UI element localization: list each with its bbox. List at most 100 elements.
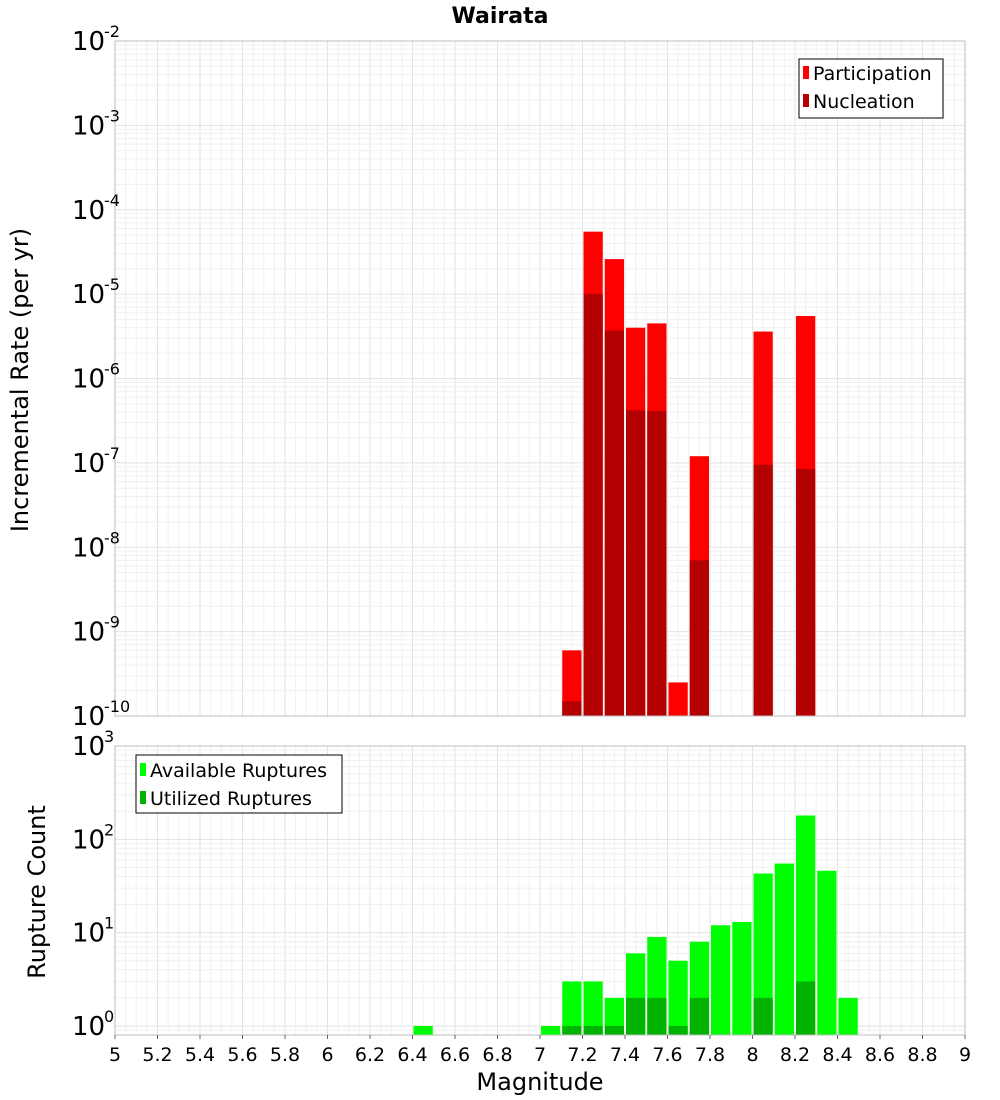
y-tick-exponent: -5 [104,275,120,294]
x-tick-label: 7 [534,1044,546,1066]
top-bar-participation [668,682,688,716]
y-tick-label: 10 [72,449,105,479]
x-tick-label: 7.6 [652,1044,682,1066]
y-tick-label: 10 [72,702,105,732]
x-tick-label: 6.2 [355,1044,385,1066]
legend-label-participation: Participation [813,63,932,85]
x-tick-label: 7.4 [610,1044,640,1066]
y-tick-exponent: 1 [104,914,114,933]
top-panel-bars [562,231,816,716]
y-tick-label: 10 [72,732,105,762]
x-tick-label: 5.6 [227,1044,257,1066]
x-tick-label: 8.4 [822,1044,852,1066]
top-bar-nucleation [604,330,624,716]
x-tick-label: 9 [959,1044,971,1066]
x-tick-label: 5.4 [185,1044,215,1066]
top-bar-nucleation [689,560,709,716]
bottom-bar-utilized-ruptures [753,997,773,1035]
y-tick-exponent: -2 [104,22,120,41]
legend-label-utilized-ruptures: Utilized Ruptures [150,788,312,810]
y-tick-label: 10 [72,825,105,855]
bottom-bar-available-ruptures [711,925,731,1035]
legend-label-nucleation: Nucleation [813,91,915,113]
legend-swatch-utilized-ruptures [140,791,146,804]
bottom-bar-available-ruptures [774,863,794,1035]
x-tick-label: 7.8 [695,1044,725,1066]
y-tick-label: 10 [72,196,105,226]
bottom-bar-available-ruptures [668,960,688,1035]
y-tick-exponent: -6 [104,360,120,379]
top-bar-nucleation [647,411,667,716]
legend-box [135,754,343,814]
y-tick-label: 10 [72,280,105,310]
bottom-panel-y-axis-label: Rupture Count [23,805,51,979]
y-tick-exponent: 3 [104,727,114,746]
bottom-bar-utilized-ruptures [583,1025,603,1035]
x-tick-label: 6.6 [440,1044,470,1066]
legend-swatch-available-ruptures [140,763,146,776]
bottom-bar-available-ruptures [838,997,858,1035]
x-tick-label: 6.8 [482,1044,512,1066]
legend-swatch-nucleation [803,94,809,107]
x-tick-label: 8.2 [780,1044,810,1066]
y-tick-label: 10 [72,533,105,563]
bottom-panel-bars [413,815,858,1035]
x-tick-label: 5.8 [270,1044,300,1066]
bottom-bar-utilized-ruptures [562,1025,582,1035]
bottom-bar-available-ruptures [541,1025,561,1035]
y-tick-label: 10 [72,111,105,141]
bottom-bar-utilized-ruptures [626,997,646,1035]
bottom-bar-utilized-ruptures [604,1025,624,1035]
bottom-bar-utilized-ruptures [796,981,816,1035]
chart-title: Wairata [452,4,549,29]
y-tick-label: 10 [72,618,105,648]
top-bar-nucleation [796,468,816,716]
x-tick-label: 7.2 [567,1044,597,1066]
x-axis-label: Magnitude [476,1068,603,1096]
x-tick-label: 6.4 [397,1044,427,1066]
bottom-bar-available-ruptures [817,870,837,1035]
top-bar-nucleation [626,410,646,716]
y-tick-label: 10 [72,27,105,57]
bottom-panel-x-ticks: 5 5.2 5.4 5.6 5.8 6 6.2 6.4 6.6 6.8 7 7.2 7.4 7.6 7.8 8… [109,1035,971,1066]
x-tick-label: 6 [321,1044,333,1066]
bottom-bar-utilized-ruptures [689,997,709,1035]
y-tick-exponent: -4 [104,191,120,210]
top-panel-y-axis-label: Incremental Rate (per yr) [6,228,34,532]
y-tick-exponent: 0 [104,1007,114,1026]
bottom-bar-available-ruptures [753,873,773,1035]
y-tick-label: 10 [72,1012,105,1042]
bottom-bar-utilized-ruptures [668,1025,688,1035]
top-panel-legend: Participation Nucleation [798,58,944,119]
top-panel-y-ticks: 10-210-310-410-510-610-710-810-910-10 [72,22,130,732]
legend-box [798,58,944,119]
x-tick-label: 8.8 [907,1044,937,1066]
bottom-panel-legend: Available Ruptures Utilized Ruptures [135,754,343,814]
legend-label-available-ruptures: Available Ruptures [150,760,327,782]
top-bar-nucleation [753,464,773,716]
bottom-bar-available-ruptures [796,815,816,1035]
x-tick-label: 5 [109,1044,121,1066]
top-bar-participation [562,650,582,716]
y-tick-exponent: -7 [104,444,120,463]
y-tick-exponent: -10 [104,697,130,716]
top-panel-grid [114,40,966,717]
y-tick-label: 10 [72,919,105,949]
y-tick-exponent: -9 [104,613,120,632]
bottom-bar-available-ruptures [732,922,752,1035]
top-panel-frame [114,40,966,717]
bottom-bar-available-ruptures [562,981,582,1035]
legend-swatch-participation [803,66,809,79]
bottom-bar-available-ruptures [583,981,603,1035]
bottom-bar-available-ruptures [604,997,624,1035]
x-tick-label: 8.6 [865,1044,895,1066]
y-tick-exponent: 2 [104,820,114,839]
bottom-bar-utilized-ruptures [647,997,667,1035]
bottom-bar-available-ruptures [413,1025,433,1035]
y-tick-exponent: -3 [104,106,120,125]
x-tick-label: 5.2 [142,1044,172,1066]
y-tick-label: 10 [72,365,105,395]
top-bar-nucleation [562,701,582,716]
